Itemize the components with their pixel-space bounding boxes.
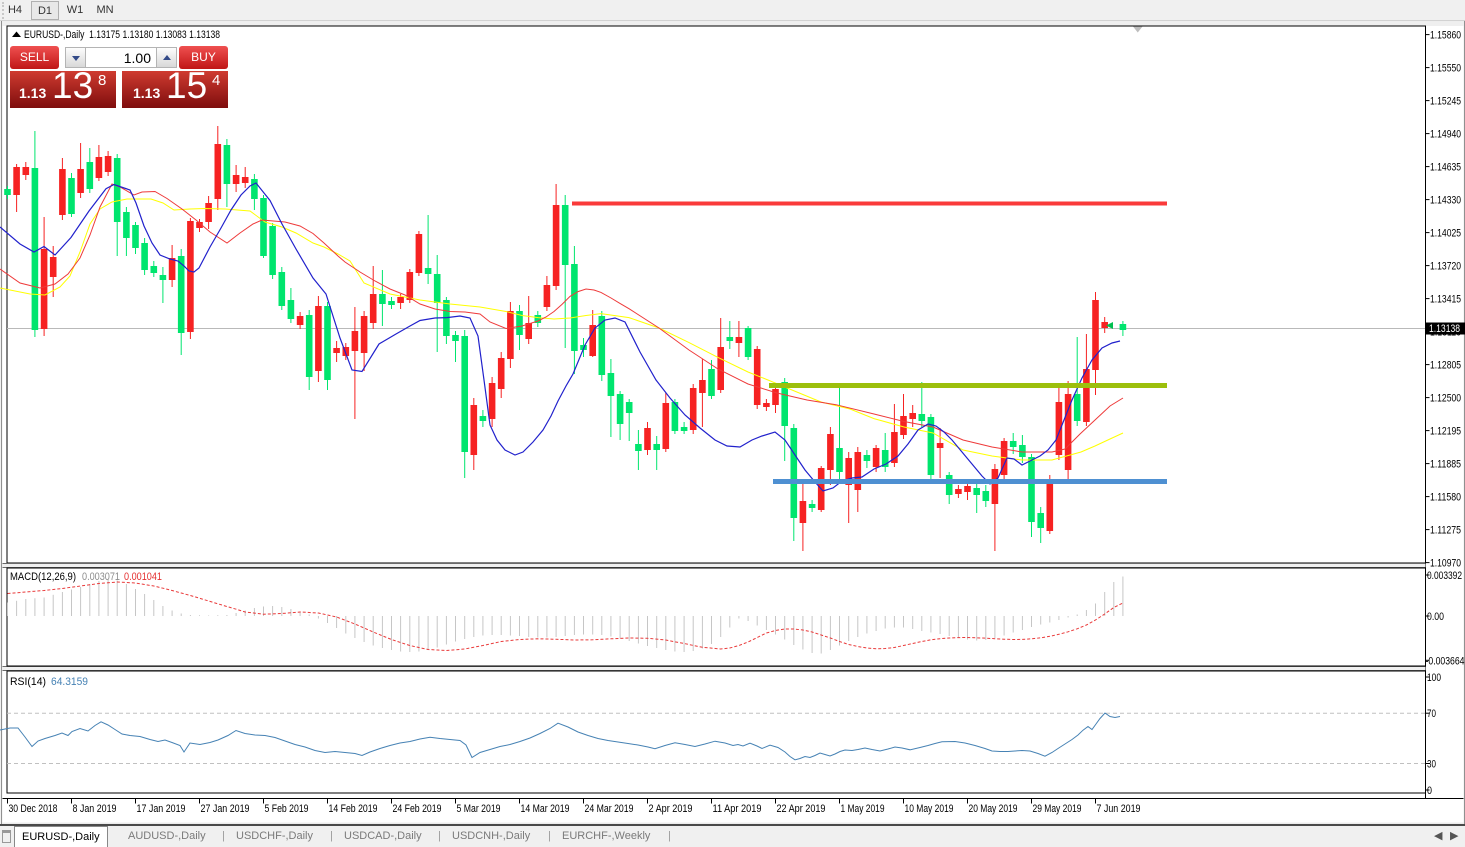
svg-text:1.12500: 1.12500 [1430, 393, 1461, 405]
svg-text:1.15860: 1.15860 [1430, 30, 1461, 42]
svg-text:20 May 2019: 20 May 2019 [969, 803, 1018, 815]
svg-text:5 Feb 2019: 5 Feb 2019 [265, 803, 309, 815]
svg-text:30 Dec 2018: 30 Dec 2018 [9, 803, 58, 815]
svg-text:0.00: 0.00 [1427, 611, 1444, 623]
svg-text:1.13415: 1.13415 [1430, 294, 1461, 306]
svg-text:0.001041: 0.001041 [124, 571, 162, 583]
svg-text:2 Apr 2019: 2 Apr 2019 [649, 803, 693, 815]
svg-text:17 Jan 2019: 17 Jan 2019 [137, 803, 186, 815]
svg-text:10 May 2019: 10 May 2019 [905, 803, 954, 815]
svg-text:1.11885: 1.11885 [1430, 459, 1461, 471]
svg-text:1.14940: 1.14940 [1430, 129, 1461, 141]
svg-text:1.14330: 1.14330 [1430, 195, 1461, 207]
svg-text:-0.003664: -0.003664 [1426, 655, 1465, 667]
svg-text:27 Jan 2019: 27 Jan 2019 [201, 803, 250, 815]
svg-text:1.15245: 1.15245 [1430, 96, 1461, 108]
svg-text:1.11275: 1.11275 [1430, 525, 1461, 537]
svg-text:1.11580: 1.11580 [1430, 492, 1461, 504]
svg-text:11 Apr 2019: 11 Apr 2019 [713, 803, 762, 815]
svg-text:64.3159: 64.3159 [51, 676, 88, 688]
svg-text:22 Apr 2019: 22 Apr 2019 [777, 803, 826, 815]
svg-text:7 Jun 2019: 7 Jun 2019 [1097, 803, 1141, 815]
svg-text:14 Mar 2019: 14 Mar 2019 [521, 803, 570, 815]
svg-text:0.003392: 0.003392 [1427, 570, 1462, 582]
svg-text:1.12805: 1.12805 [1430, 360, 1461, 372]
svg-text:0.003071: 0.003071 [82, 571, 120, 583]
svg-text:1.13138: 1.13138 [1429, 323, 1460, 335]
svg-text:1 May 2019: 1 May 2019 [841, 803, 885, 815]
svg-text:1.14635: 1.14635 [1430, 162, 1461, 174]
svg-text:EURUSD-,Daily 1.13175 1.13180: EURUSD-,Daily 1.13175 1.13180 1.13083 1.… [24, 29, 220, 41]
svg-text:29 May 2019: 29 May 2019 [1033, 803, 1082, 815]
svg-text:8 Jan 2019: 8 Jan 2019 [73, 803, 117, 815]
svg-text:1.12195: 1.12195 [1430, 426, 1461, 438]
svg-text:14 Feb 2019: 14 Feb 2019 [329, 803, 378, 815]
svg-text:MACD(12,26,9): MACD(12,26,9) [10, 571, 76, 583]
svg-text:1.15550: 1.15550 [1430, 63, 1461, 75]
svg-text:30: 30 [1427, 759, 1436, 771]
svg-text:5 Mar 2019: 5 Mar 2019 [457, 803, 501, 815]
svg-text:100: 100 [1427, 672, 1441, 684]
svg-text:70: 70 [1427, 708, 1436, 720]
svg-text:24 Mar 2019: 24 Mar 2019 [585, 803, 634, 815]
svg-text:1.13720: 1.13720 [1430, 261, 1461, 273]
svg-text:1.14025: 1.14025 [1430, 228, 1461, 240]
svg-text:24 Feb 2019: 24 Feb 2019 [393, 803, 442, 815]
svg-text:RSI(14): RSI(14) [10, 676, 46, 688]
svg-text:1.10970: 1.10970 [1430, 558, 1461, 570]
svg-text:0: 0 [1427, 785, 1432, 797]
